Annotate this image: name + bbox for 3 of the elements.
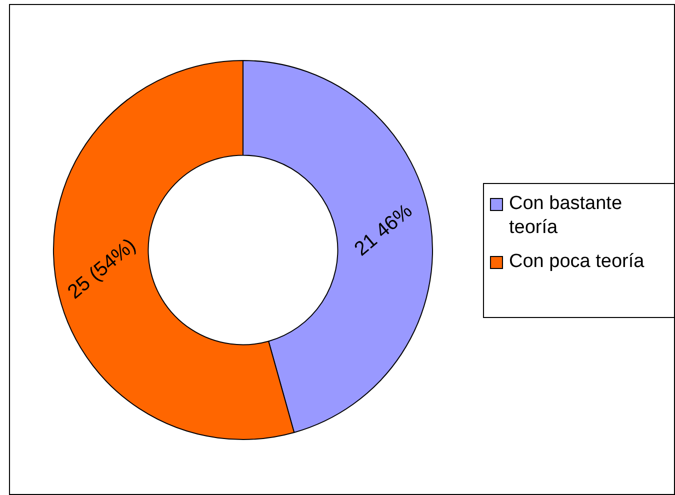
data-label: 21 46% bbox=[350, 200, 417, 261]
legend-label: Con poca teoría bbox=[509, 250, 644, 274]
legend-label: Con bastante teoría bbox=[509, 192, 624, 240]
